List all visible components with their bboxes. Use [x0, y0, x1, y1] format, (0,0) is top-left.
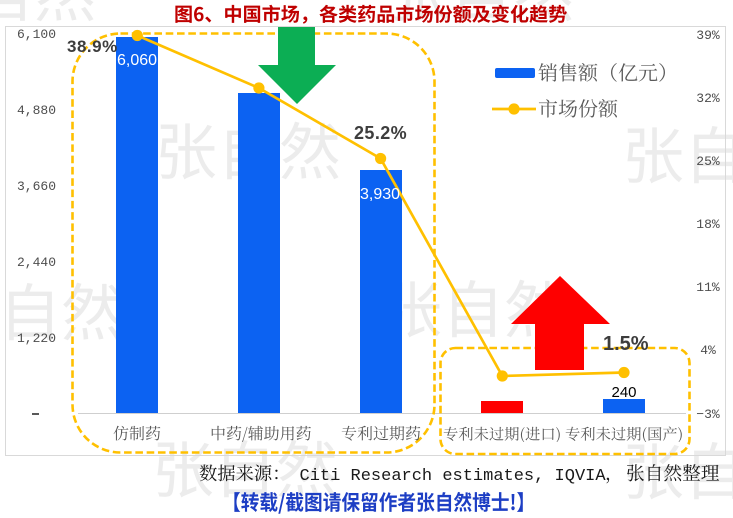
svg-text:Citi Research estimates, IQVIA: Citi Research estimates, IQVIA	[300, 467, 607, 486]
